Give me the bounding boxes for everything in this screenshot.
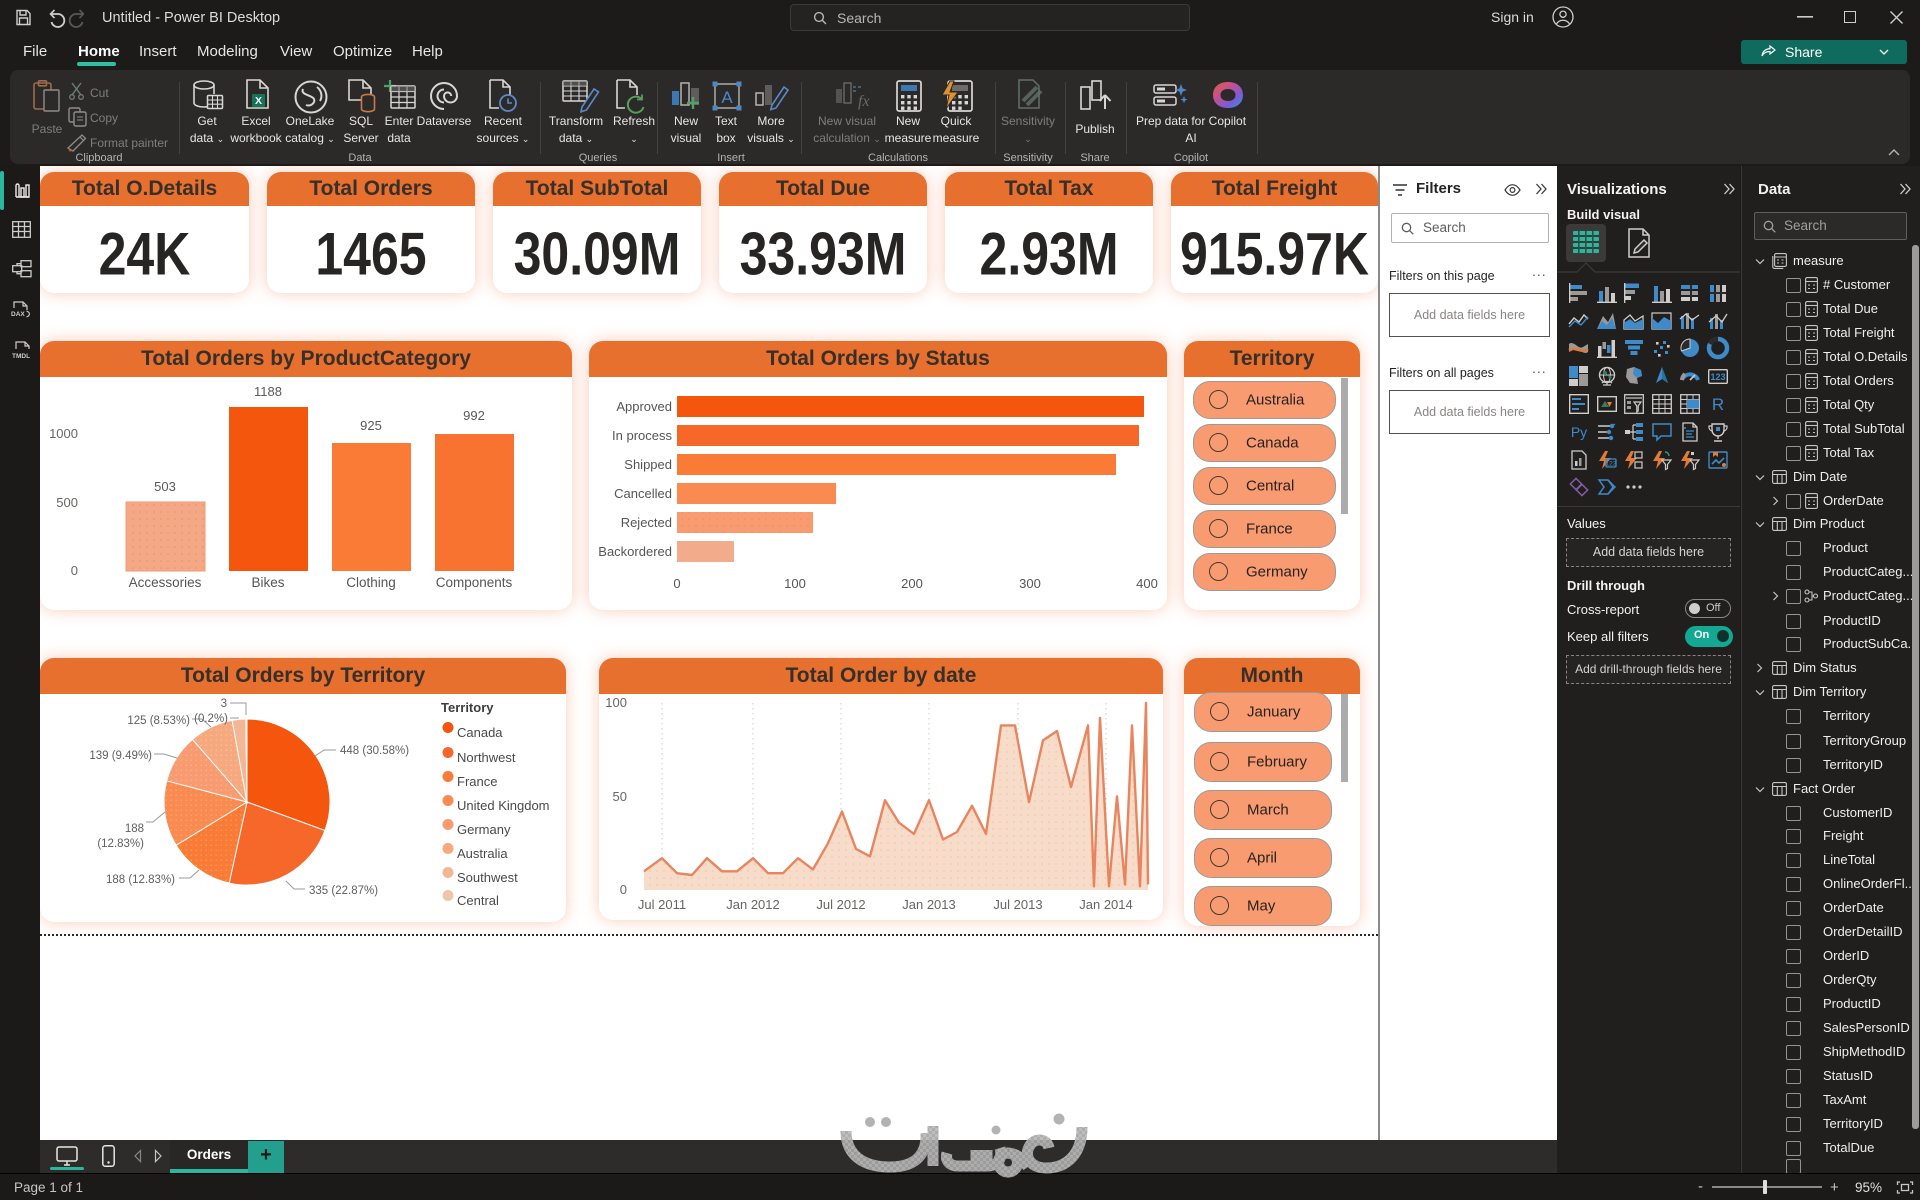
svg-text:Germany: Germany xyxy=(457,822,511,837)
svg-text:(0.2%): (0.2%) xyxy=(194,713,228,725)
svg-text:50: 50 xyxy=(613,789,627,804)
svg-text:188 (12.83%): 188 (12.83%) xyxy=(106,874,175,886)
svg-text:125 (8.53%): 125 (8.53%) xyxy=(127,715,190,727)
svg-text:Clothing: Clothing xyxy=(346,575,396,590)
svg-text:United Kingdom: United Kingdom xyxy=(457,798,550,813)
svg-text:925: 925 xyxy=(360,418,382,433)
svg-text:TMDL: TMDL xyxy=(12,353,30,360)
svg-text:400: 400 xyxy=(1136,576,1158,591)
svg-text:0: 0 xyxy=(620,882,627,897)
svg-text:Backordered: Backordered xyxy=(598,544,672,559)
svg-text:Central: Central xyxy=(457,893,499,908)
svg-text:DAX: DAX xyxy=(11,311,25,318)
svg-text:Py: Py xyxy=(1571,424,1587,440)
svg-text:Approved: Approved xyxy=(616,399,672,414)
svg-text:X: X xyxy=(255,95,262,107)
svg-text:A: A xyxy=(721,88,733,107)
svg-text:123: 123 xyxy=(1710,372,1725,382)
svg-text:France: France xyxy=(457,774,497,789)
svg-text:Rejected: Rejected xyxy=(621,515,672,530)
svg-text:335 (22.87%): 335 (22.87%) xyxy=(309,885,378,897)
svg-text:Jan 2012: Jan 2012 xyxy=(726,897,780,912)
svg-text:Australia: Australia xyxy=(457,846,508,861)
svg-text:992: 992 xyxy=(463,408,485,423)
svg-text:503: 503 xyxy=(154,479,176,494)
svg-text:188: 188 xyxy=(125,823,144,835)
svg-text:Cancelled: Cancelled xyxy=(614,486,672,501)
svg-text:Shipped: Shipped xyxy=(624,457,672,472)
svg-text:Accessories: Accessories xyxy=(129,575,202,590)
svg-text:Jan 2013: Jan 2013 xyxy=(902,897,956,912)
svg-text:Components: Components xyxy=(436,575,513,590)
svg-text:Southwest: Southwest xyxy=(457,870,518,885)
svg-text:(12.83%): (12.83%) xyxy=(97,838,144,850)
svg-text:0: 0 xyxy=(71,563,78,578)
svg-text:Jul 2012: Jul 2012 xyxy=(816,897,865,912)
svg-text:100: 100 xyxy=(784,576,806,591)
svg-text:0: 0 xyxy=(673,576,680,591)
svg-text:Jul 2011: Jul 2011 xyxy=(638,897,686,912)
svg-text:Bikes: Bikes xyxy=(251,575,284,590)
svg-text:500: 500 xyxy=(56,495,78,510)
svg-text:100: 100 xyxy=(605,695,627,710)
svg-text:1188: 1188 xyxy=(254,384,282,399)
svg-text:Canada: Canada xyxy=(457,725,503,740)
svg-text:3: 3 xyxy=(221,698,227,710)
svg-text:200: 200 xyxy=(901,576,923,591)
svg-text:448 (30.58%): 448 (30.58%) xyxy=(340,745,409,757)
svg-text:Jan 2014: Jan 2014 xyxy=(1079,897,1133,912)
svg-text:1000: 1000 xyxy=(49,426,78,441)
svg-text:Jul 2013: Jul 2013 xyxy=(993,897,1042,912)
svg-text:123: 123 xyxy=(1606,461,1617,468)
svg-text:139 (9.49%): 139 (9.49%) xyxy=(89,750,152,762)
svg-text:Northwest: Northwest xyxy=(457,750,516,765)
svg-text:Territory: Territory xyxy=(441,700,494,715)
svg-text:300: 300 xyxy=(1019,576,1041,591)
svg-text:R: R xyxy=(1712,395,1724,414)
svg-text:In process: In process xyxy=(612,428,672,443)
svg-text:fx: fx xyxy=(858,93,870,110)
